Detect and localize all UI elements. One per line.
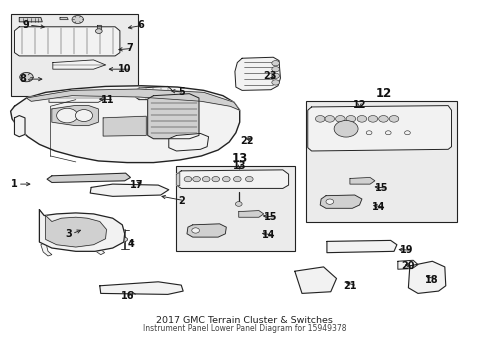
Polygon shape	[97, 25, 101, 30]
Polygon shape	[176, 172, 180, 186]
Text: 17: 17	[130, 180, 143, 190]
Circle shape	[211, 176, 219, 182]
Polygon shape	[238, 211, 263, 217]
Polygon shape	[100, 282, 183, 294]
Circle shape	[385, 131, 390, 135]
Circle shape	[202, 176, 209, 182]
Text: 14: 14	[262, 230, 275, 240]
Circle shape	[404, 131, 409, 135]
Text: 7: 7	[126, 43, 133, 53]
Text: 13: 13	[231, 152, 247, 165]
Text: Instrument Panel Lower Panel Diagram for 15949378: Instrument Panel Lower Panel Diagram for…	[142, 324, 346, 333]
Circle shape	[122, 238, 127, 242]
Circle shape	[184, 176, 191, 182]
Polygon shape	[19, 18, 42, 22]
Circle shape	[335, 116, 345, 122]
Circle shape	[77, 222, 101, 239]
Polygon shape	[41, 242, 52, 256]
Text: 6: 6	[137, 20, 143, 30]
Text: 22: 22	[240, 136, 254, 146]
Polygon shape	[103, 116, 146, 136]
Text: 15: 15	[374, 183, 387, 193]
Circle shape	[367, 116, 377, 122]
Circle shape	[315, 116, 325, 122]
Polygon shape	[93, 240, 104, 255]
Polygon shape	[49, 94, 105, 102]
Polygon shape	[47, 173, 130, 183]
Polygon shape	[307, 105, 450, 151]
Text: 11: 11	[101, 95, 114, 105]
Circle shape	[388, 116, 398, 122]
Text: 12: 12	[352, 100, 366, 109]
Text: 3: 3	[65, 229, 72, 239]
Text: 9: 9	[22, 20, 29, 30]
Polygon shape	[168, 134, 208, 151]
Polygon shape	[176, 170, 288, 188]
Polygon shape	[53, 60, 105, 69]
Circle shape	[57, 108, 78, 123]
Polygon shape	[407, 261, 445, 293]
Bar	[176, 166, 295, 251]
Text: 1: 1	[11, 179, 18, 189]
Circle shape	[356, 116, 366, 122]
Circle shape	[378, 116, 387, 122]
Text: 2: 2	[178, 196, 184, 206]
Text: 19: 19	[399, 246, 412, 255]
Circle shape	[271, 80, 279, 85]
Circle shape	[233, 176, 241, 182]
Polygon shape	[397, 260, 417, 269]
Circle shape	[333, 121, 357, 137]
Bar	[305, 101, 456, 222]
Polygon shape	[11, 86, 239, 163]
Circle shape	[325, 116, 334, 122]
Circle shape	[271, 73, 279, 78]
Circle shape	[222, 176, 230, 182]
Polygon shape	[186, 224, 226, 237]
Circle shape	[346, 116, 355, 122]
Text: 5: 5	[178, 87, 184, 97]
Text: 15: 15	[263, 212, 277, 222]
Text: 10: 10	[118, 64, 132, 74]
Text: 8: 8	[20, 74, 26, 84]
Polygon shape	[294, 267, 336, 293]
Polygon shape	[40, 210, 124, 251]
Circle shape	[271, 67, 279, 72]
Polygon shape	[326, 240, 396, 253]
Text: 13: 13	[232, 161, 246, 171]
Polygon shape	[147, 94, 199, 139]
Polygon shape	[135, 86, 171, 100]
Polygon shape	[320, 195, 361, 208]
Circle shape	[72, 15, 83, 23]
Polygon shape	[60, 18, 68, 19]
Polygon shape	[26, 89, 239, 110]
Circle shape	[271, 60, 279, 66]
Circle shape	[191, 228, 199, 233]
Circle shape	[20, 72, 33, 82]
Circle shape	[75, 109, 92, 122]
Text: 20: 20	[400, 261, 414, 271]
Polygon shape	[349, 177, 374, 184]
Polygon shape	[15, 27, 120, 56]
Text: 23: 23	[263, 71, 277, 81]
Text: 4: 4	[127, 239, 134, 249]
Polygon shape	[15, 116, 25, 137]
Text: 2017 GMC Terrain Cluster & Switches: 2017 GMC Terrain Cluster & Switches	[156, 316, 332, 325]
Circle shape	[95, 29, 102, 33]
Circle shape	[325, 199, 333, 204]
Text: 18: 18	[424, 275, 438, 285]
Text: 14: 14	[371, 202, 385, 212]
Text: 21: 21	[343, 281, 356, 291]
Text: 16: 16	[121, 291, 134, 301]
Polygon shape	[45, 216, 106, 247]
Bar	[11, 14, 137, 96]
Polygon shape	[90, 184, 168, 196]
Circle shape	[366, 131, 371, 135]
Circle shape	[192, 176, 200, 182]
Polygon shape	[52, 105, 98, 126]
Circle shape	[235, 202, 242, 206]
Circle shape	[245, 176, 253, 182]
Text: 12: 12	[375, 87, 391, 100]
Circle shape	[54, 221, 81, 240]
Polygon shape	[234, 57, 280, 90]
